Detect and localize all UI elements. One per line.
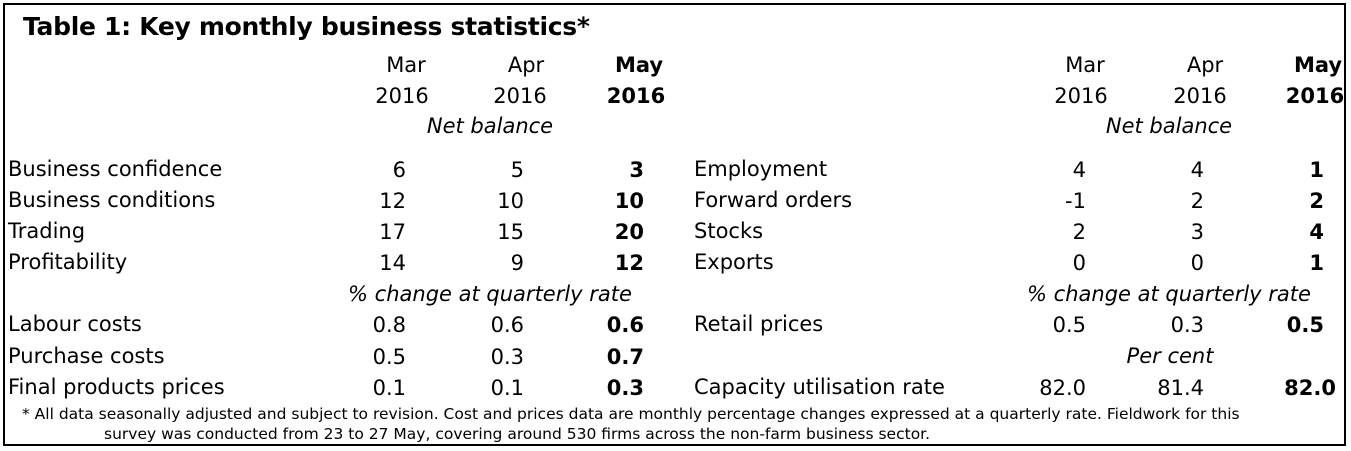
cell-purchase-costs-mar: 0.5 xyxy=(372,345,406,369)
cell-purchase-costs-may: 0.7 xyxy=(606,345,644,369)
cell-forward-orders-mar: -1 xyxy=(1065,189,1086,213)
cell-labour-costs-mar: 0.8 xyxy=(372,313,406,337)
cell-employment-apr: 4 xyxy=(1190,158,1204,182)
cell-final-products-prices-apr: 0.1 xyxy=(490,376,524,400)
cell-business-confidence-may: 3 xyxy=(629,158,644,182)
cell-stocks-mar: 2 xyxy=(1072,220,1086,244)
cell-trading-may: 20 xyxy=(614,220,644,244)
row-label-forward-orders: Forward orders xyxy=(694,188,853,212)
row-label-employment: Employment xyxy=(694,157,828,181)
right-header-year-mar: 2016 xyxy=(1054,84,1108,108)
cell-purchase-costs-apr: 0.3 xyxy=(490,345,524,369)
cell-profitability-apr: 9 xyxy=(510,251,524,275)
cell-final-products-prices-may: 0.3 xyxy=(606,376,644,400)
cell-forward-orders-may: 2 xyxy=(1309,189,1324,213)
cell-exports-apr: 0 xyxy=(1190,251,1204,275)
cell-trading-mar: 17 xyxy=(379,220,406,244)
table-frame xyxy=(3,3,1346,446)
cell-retail-prices-may: 0.5 xyxy=(1286,313,1324,337)
row-label-business-confidence: Business confidence xyxy=(8,157,223,181)
left-header-year-mar: 2016 xyxy=(375,84,429,108)
right-header-year-may: 2016 xyxy=(1285,84,1345,108)
cell-exports-may: 1 xyxy=(1309,251,1324,275)
cell-labour-costs-apr: 0.6 xyxy=(490,313,524,337)
row-label-capacity-utilisation-rate: Capacity utilisation rate xyxy=(694,375,945,399)
cell-profitability-mar: 14 xyxy=(379,251,406,275)
row-label-final-products-prices: Final products prices xyxy=(8,375,225,399)
cell-business-confidence-mar: 6 xyxy=(392,158,406,182)
cell-business-conditions-apr: 10 xyxy=(497,189,524,213)
right-unit-pct-quarterly: % change at quarterly rate xyxy=(1027,282,1311,306)
row-label-profitability: Profitability xyxy=(8,250,128,274)
row-label-stocks: Stocks xyxy=(694,219,764,243)
row-label-trading: Trading xyxy=(8,219,86,243)
cell-business-confidence-apr: 5 xyxy=(510,158,524,182)
left-header-year-apr: 2016 xyxy=(493,84,547,108)
cell-profitability-may: 12 xyxy=(614,251,644,275)
cell-stocks-may: 4 xyxy=(1309,220,1324,244)
row-label-purchase-costs: Purchase costs xyxy=(8,344,165,368)
cell-forward-orders-apr: 2 xyxy=(1190,189,1204,213)
left-header-mar: Mar xyxy=(386,53,426,77)
cell-retail-prices-apr: 0.3 xyxy=(1170,313,1204,337)
left-unit-pct-quarterly: % change at quarterly rate xyxy=(348,282,632,306)
left-header-may: May xyxy=(614,53,664,77)
left-header-year-may: 2016 xyxy=(606,84,666,108)
table-title: Table 1: Key monthly business statistics… xyxy=(23,12,590,41)
cell-final-products-prices-mar: 0.1 xyxy=(372,376,406,400)
cell-capacity-utilisation-rate-mar: 82.0 xyxy=(1039,376,1086,400)
row-label-business-conditions: Business conditions xyxy=(8,188,216,212)
cell-business-conditions-mar: 12 xyxy=(379,189,406,213)
cell-retail-prices-mar: 0.5 xyxy=(1052,313,1086,337)
right-header-may: May xyxy=(1293,53,1343,77)
row-label-retail-prices: Retail prices xyxy=(694,312,824,336)
right-header-apr: Apr xyxy=(1186,53,1224,77)
cell-exports-mar: 0 xyxy=(1072,251,1086,275)
cell-capacity-utilisation-rate-may: 82.0 xyxy=(1284,376,1336,400)
cell-trading-apr: 15 xyxy=(497,220,524,244)
left-header-apr: Apr xyxy=(507,53,545,77)
cell-capacity-utilisation-rate-apr: 81.4 xyxy=(1157,376,1204,400)
right-unit-net-balance: Net balance xyxy=(1105,114,1233,138)
footnote-line-2: survey was conducted from 23 to 27 May, … xyxy=(104,425,931,443)
cell-employment-may: 1 xyxy=(1309,158,1324,182)
left-unit-net-balance: Net balance xyxy=(426,114,554,138)
row-label-exports: Exports xyxy=(694,250,774,274)
footnote-line-1: * All data seasonally adjusted and subje… xyxy=(22,405,1240,423)
cell-stocks-apr: 3 xyxy=(1190,220,1204,244)
cell-business-conditions-may: 10 xyxy=(614,189,644,213)
cell-labour-costs-may: 0.6 xyxy=(606,313,644,337)
row-label-labour-costs: Labour costs xyxy=(8,312,142,336)
right-header-year-apr: 2016 xyxy=(1173,84,1227,108)
right-unit-per-cent: Per cent xyxy=(1126,344,1214,368)
cell-employment-mar: 4 xyxy=(1072,158,1086,182)
right-header-mar: Mar xyxy=(1065,53,1105,77)
